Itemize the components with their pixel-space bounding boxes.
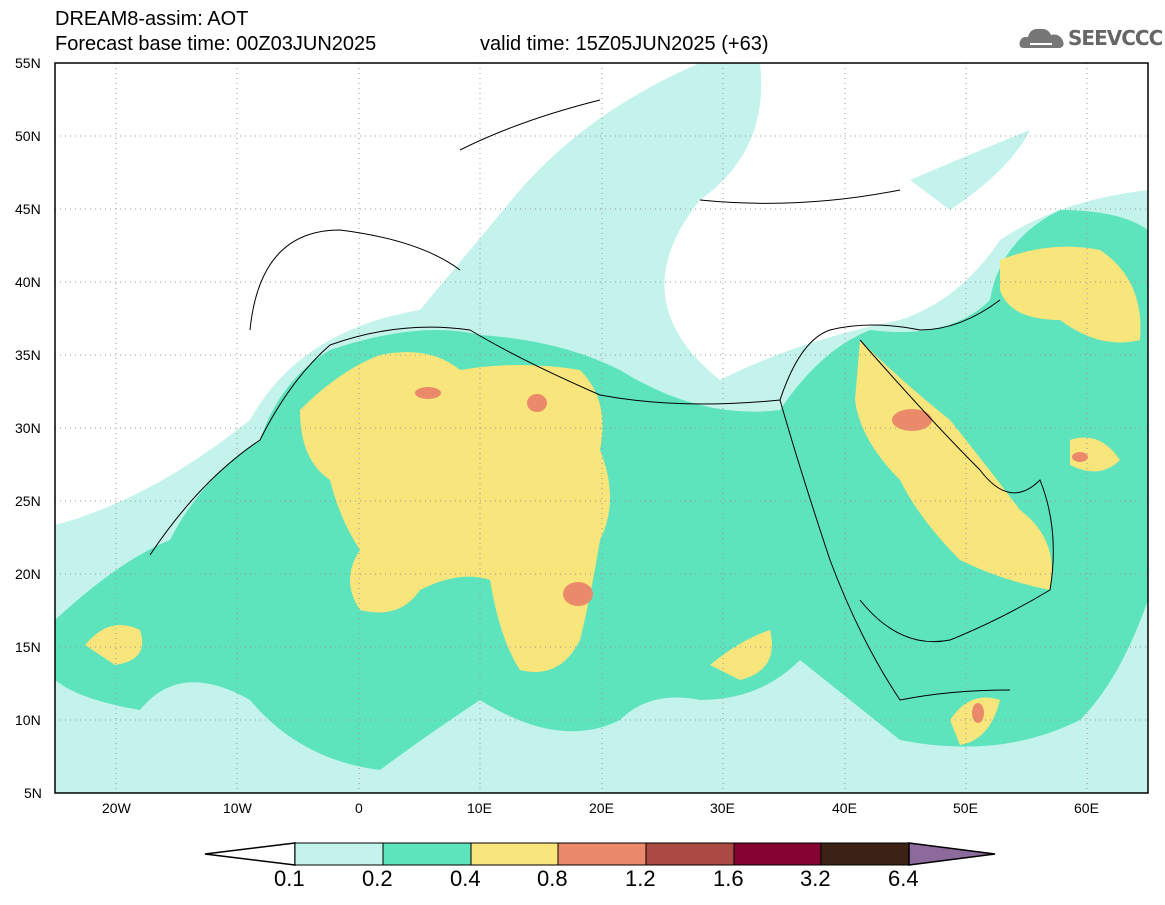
- lat-label: 20N: [15, 566, 41, 582]
- cloud-icon: [1019, 28, 1064, 48]
- colorbar-swatch: [294, 842, 384, 866]
- lon-label: 40E: [832, 800, 857, 816]
- lat-label: 45N: [15, 201, 41, 217]
- colorbar-label: 1.6: [713, 866, 744, 891]
- colorbar-label: 3.2: [800, 866, 831, 891]
- colorbar-label: 0.4: [450, 866, 481, 891]
- colorbar-swatch: [645, 842, 735, 866]
- title-line1: DREAM8-assim: AOT: [55, 8, 249, 30]
- lat-label: 25N: [15, 493, 41, 509]
- colorbar-label: 0.2: [362, 866, 393, 891]
- colorbar-over-triangle: [908, 842, 996, 866]
- colorbar-swatch: [820, 842, 910, 866]
- forecast-base-time: Forecast base time: 00Z03JUN2025: [55, 33, 377, 55]
- lat-label: 55N: [15, 55, 41, 71]
- lon-label: 0: [355, 800, 363, 816]
- lat-label: 40N: [15, 274, 41, 290]
- seevccc-logo: SEEVCCC: [1018, 24, 1163, 52]
- lat-label: 35N: [15, 347, 41, 363]
- colorbar-swatch: [557, 842, 647, 866]
- colorbar-label: 0.8: [537, 866, 568, 891]
- lon-label: 10E: [467, 800, 492, 816]
- lon-label: 30E: [710, 800, 735, 816]
- valid-time: valid time: 15Z05JUN2025 (+63): [480, 33, 769, 55]
- lat-label: 5N: [24, 785, 42, 801]
- colorbar-swatch: [470, 842, 559, 866]
- lat-label: 10N: [15, 712, 41, 728]
- logo-text: SEEVCCC: [1068, 26, 1163, 50]
- lon-label: 50E: [953, 800, 978, 816]
- lat-label: 50N: [15, 128, 41, 144]
- lon-label: 10W: [223, 800, 252, 816]
- lon-label: 20E: [589, 800, 614, 816]
- coastlines: [149, 99, 1054, 701]
- colorbar-label: 6.4: [888, 866, 919, 891]
- aot-field-0.8: [415, 387, 1088, 723]
- colorbar-label: 1.2: [625, 866, 656, 891]
- colorbar-swatch: [733, 842, 822, 866]
- lat-label: 30N: [15, 420, 41, 436]
- map-frame: [54, 62, 1149, 794]
- lat-label: 15N: [15, 639, 41, 655]
- lon-label: 20W: [102, 800, 131, 816]
- colorbar-label: 0.1: [274, 866, 305, 891]
- aot-field-0.4: [300, 352, 610, 672]
- colorbar-under-triangle: [204, 842, 296, 866]
- colorbar: [204, 842, 996, 866]
- colorbar-swatch: [382, 842, 472, 866]
- lon-label: 60E: [1074, 800, 1099, 816]
